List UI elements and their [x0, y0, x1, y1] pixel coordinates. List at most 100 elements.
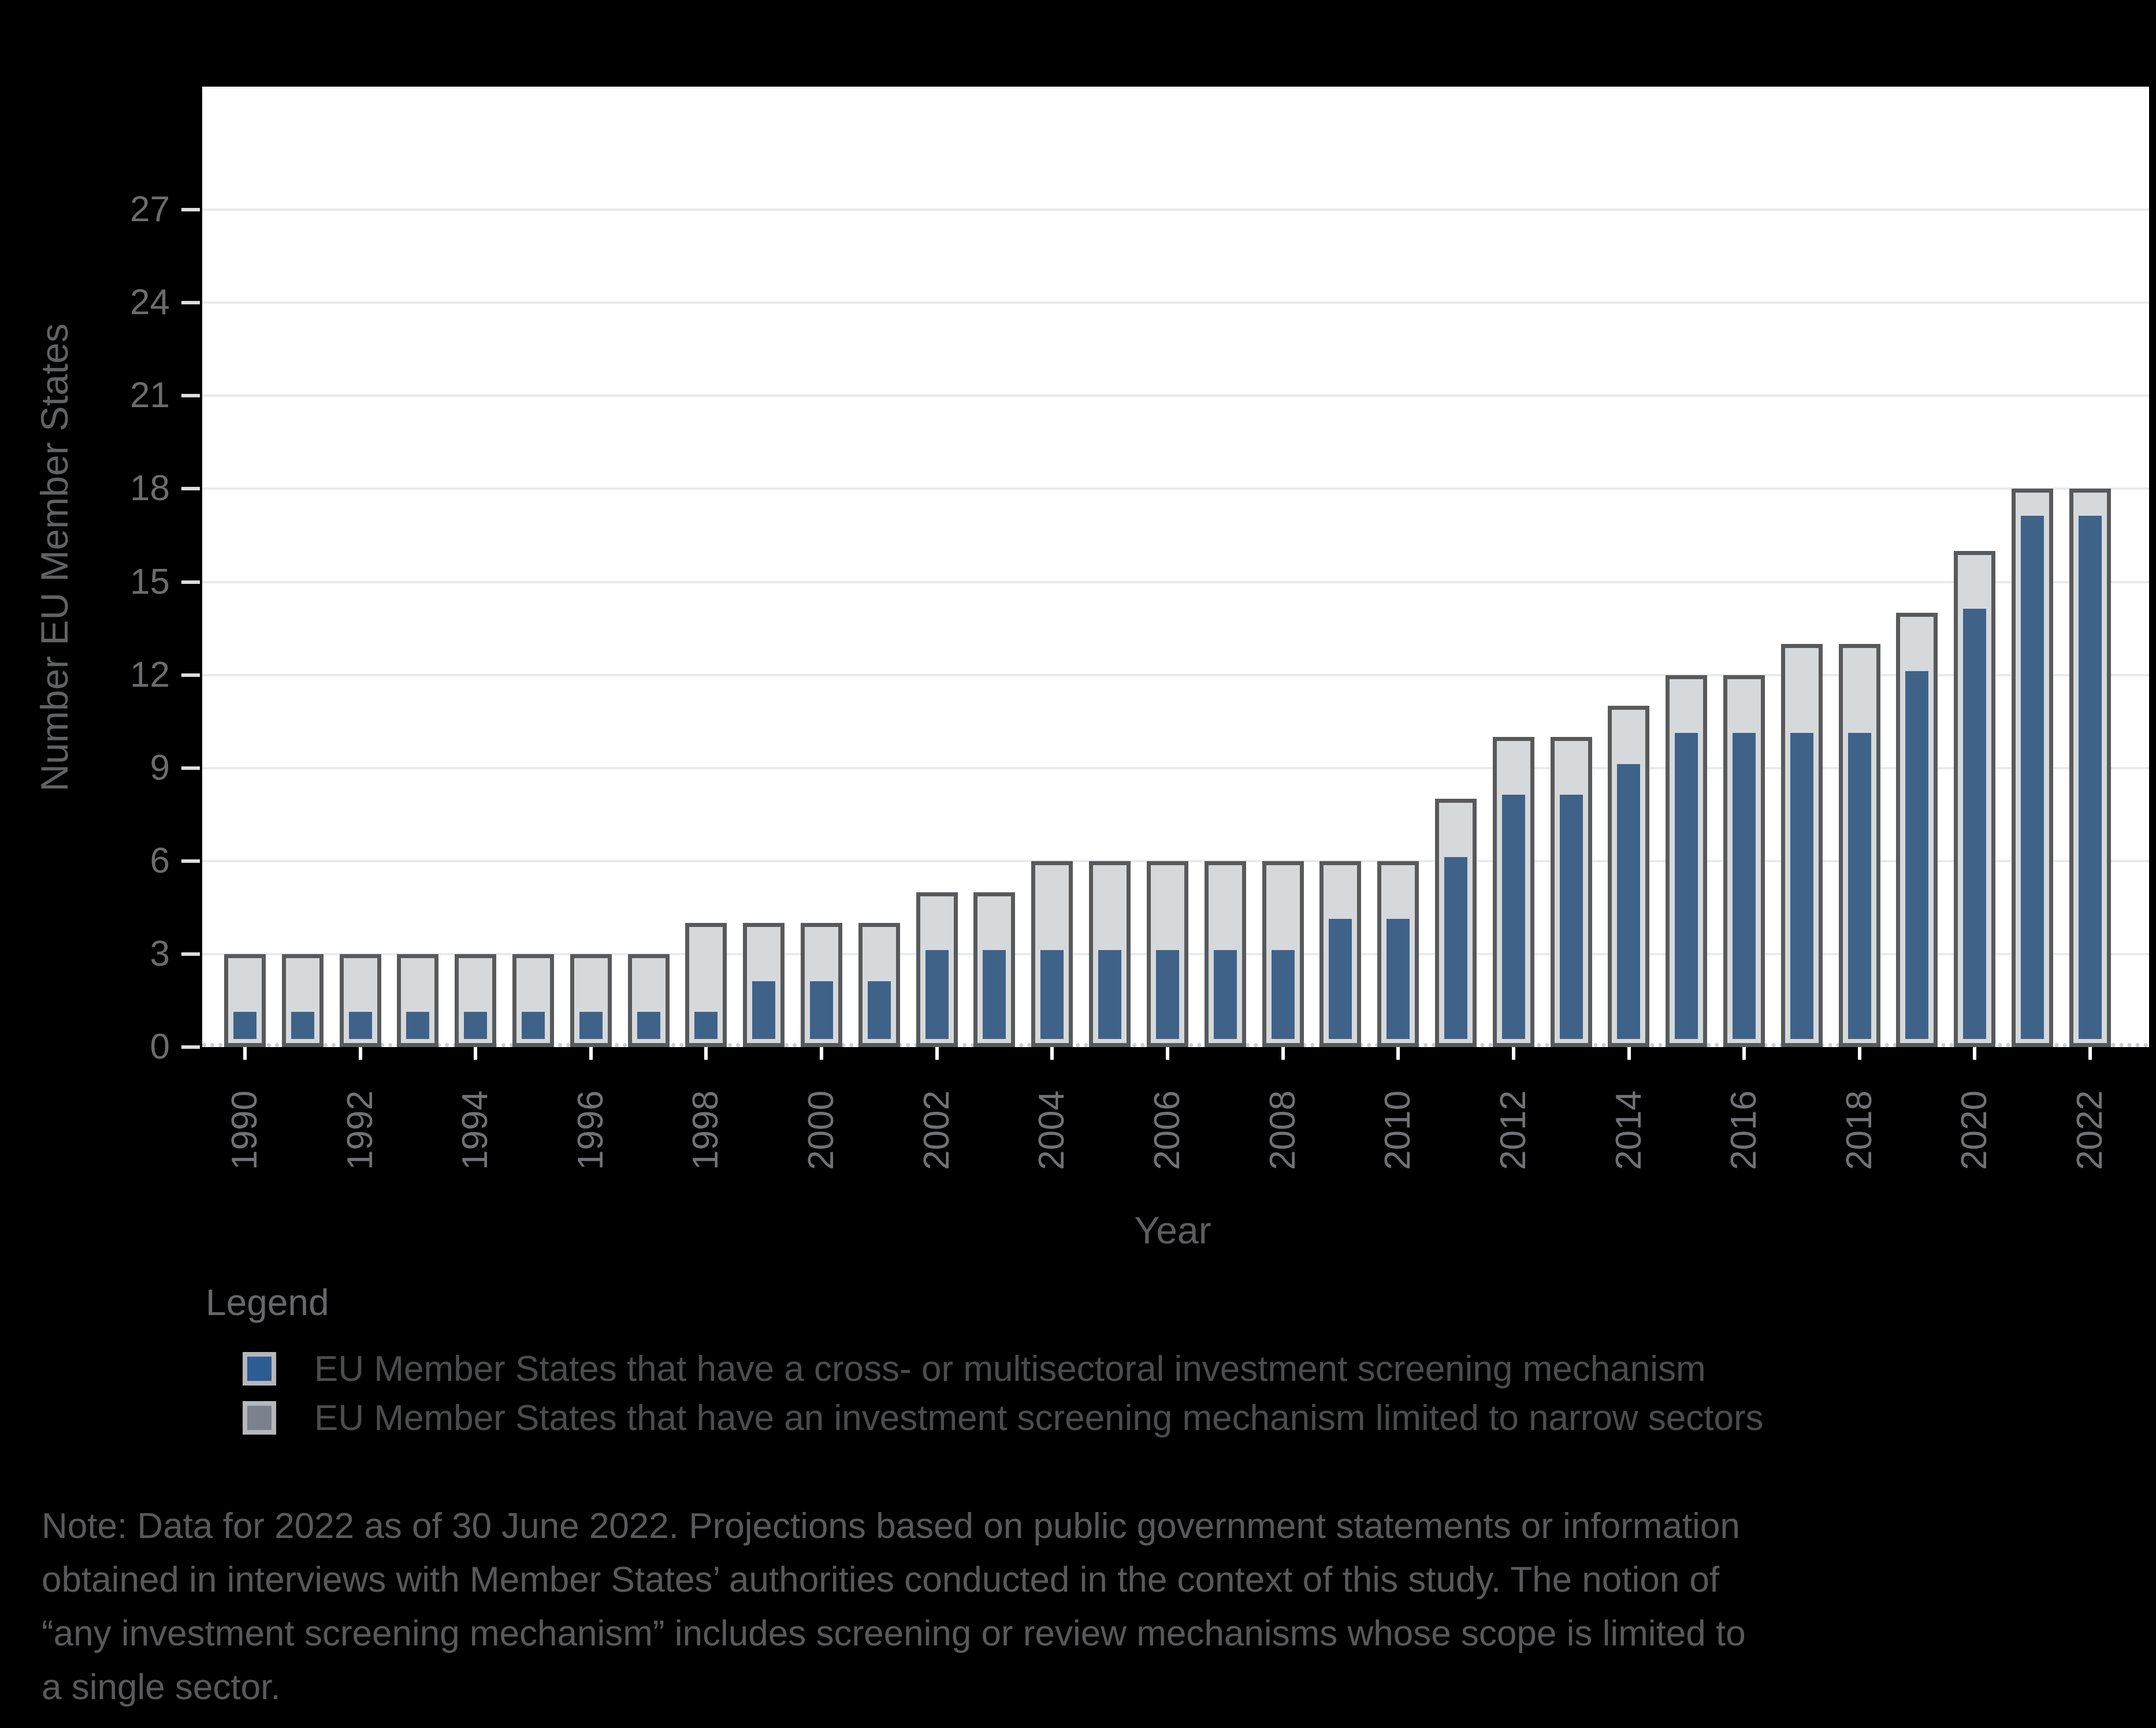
- x-tick-mark-2022: [2088, 1047, 2092, 1060]
- x-tick-mark-1996: [589, 1047, 593, 1060]
- bar-narrow-sector-2003: [973, 892, 1016, 1047]
- y-tick-label-24: 24: [130, 282, 170, 323]
- bar-cross-sectoral-2021: [2021, 516, 2045, 1039]
- legend-item: EU Member States that have a cross- or m…: [243, 1348, 1764, 1390]
- x-tick-label-text: 2010: [1378, 1090, 1418, 1170]
- bar-cross-sectoral-1999: [752, 981, 776, 1039]
- y-tick-label-15: 15: [130, 561, 170, 602]
- bar-group-2001: [850, 87, 908, 1047]
- y-tick-label-12: 12: [130, 654, 170, 695]
- legend: EU Member States that have a cross- or m…: [243, 1348, 1764, 1446]
- x-axis-title: Year: [1134, 1209, 1211, 1252]
- bar-cross-sectoral-2013: [1559, 795, 1583, 1039]
- bar-narrow-sector-2020: [1954, 550, 1996, 1047]
- bar-group-1992: [332, 87, 389, 1047]
- x-tick-label-2016: 2016: [1724, 1090, 1805, 1170]
- x-tick-label-text: 2014: [1608, 1090, 1649, 1170]
- bar-narrow-sector-2016: [1723, 675, 1765, 1047]
- bar-cross-sectoral-2008: [1271, 949, 1295, 1039]
- bar-group-2006: [1139, 87, 1196, 1047]
- note-text: Note: Data for 2022 as of 30 June 2022. …: [42, 1499, 2098, 1714]
- x-tick-label-2012: 2012: [1493, 1090, 1574, 1170]
- y-tick-mark-21: [181, 394, 200, 398]
- bar-cross-sectoral-2002: [925, 949, 949, 1039]
- bar-narrow-sector-2002: [916, 892, 958, 1047]
- y-tick-label-18: 18: [130, 468, 170, 509]
- x-tick-mark-2000: [820, 1047, 824, 1060]
- bar-cross-sectoral-1998: [694, 1012, 718, 1039]
- bar-group-2007: [1196, 87, 1254, 1047]
- bar-narrow-sector-1998: [685, 923, 727, 1047]
- y-tick-mark-6: [181, 859, 200, 863]
- x-tick-label-1998: 1998: [686, 1090, 767, 1170]
- bar-cross-sectoral-2003: [983, 949, 1006, 1039]
- bar-cross-sectoral-2014: [1617, 764, 1641, 1039]
- x-tick-label-text: 2000: [801, 1090, 842, 1170]
- bar-group-2018: [1831, 87, 1889, 1047]
- bar-narrow-sector-2014: [1608, 706, 1650, 1047]
- bar-narrow-sector-1996: [570, 954, 612, 1047]
- bar-narrow-sector-2015: [1666, 675, 1708, 1047]
- bar-group-1999: [735, 87, 793, 1047]
- bar-group-2002: [908, 87, 966, 1047]
- x-tick-label-2010: 2010: [1378, 1090, 1459, 1170]
- gridline-y-9: [202, 766, 2149, 769]
- bar-group-2014: [1600, 87, 1658, 1047]
- bar-group-2020: [1946, 87, 2003, 1047]
- bar-narrow-sector-2019: [1896, 613, 1938, 1047]
- bar-cross-sectoral-2007: [1213, 949, 1237, 1039]
- x-tick-mark-2014: [1627, 1047, 1631, 1060]
- gridline-y-24: [202, 301, 2149, 304]
- x-tick-mark-2004: [1050, 1047, 1054, 1060]
- bar-narrow-sector-2004: [1031, 861, 1073, 1047]
- y-tick-label-3: 3: [150, 933, 170, 974]
- bar-narrow-sector-1995: [512, 954, 554, 1047]
- bar-cross-sectoral-2019: [1905, 671, 1929, 1039]
- y-tick-mark-0: [181, 1045, 200, 1049]
- x-tick-label-2022: 2022: [2070, 1090, 2151, 1170]
- note-line: Note: Data for 2022 as of 30 June 2022. …: [42, 1506, 1740, 1546]
- bar-cross-sectoral-1992: [348, 1012, 372, 1039]
- legend-swatch-narrow-sector: [243, 1401, 276, 1435]
- bar-narrow-sector-1997: [627, 954, 670, 1047]
- x-tick-mark-1994: [474, 1047, 478, 1060]
- bar-group-1998: [678, 87, 735, 1047]
- legend-item-label: EU Member States that have a cross- or m…: [314, 1349, 1706, 1389]
- bar-group-1990: [216, 87, 274, 1047]
- bar-cross-sectoral-2006: [1155, 949, 1179, 1039]
- y-tick-label-9: 9: [150, 747, 170, 788]
- bar-group-2019: [1889, 87, 1946, 1047]
- x-tick-label-text: 1994: [455, 1090, 496, 1170]
- y-tick-label-6: 6: [150, 840, 170, 881]
- bar-cross-sectoral-2010: [1386, 919, 1410, 1039]
- bar-cross-sectoral-1997: [637, 1012, 660, 1039]
- legend-swatch-cross-sectoral: [243, 1352, 276, 1386]
- x-tick-label-text: 2016: [1724, 1090, 1764, 1170]
- y-tick-label-21: 21: [130, 375, 170, 416]
- x-tick-label-1990: 1990: [225, 1090, 306, 1170]
- bar-narrow-sector-1990: [224, 954, 266, 1047]
- x-tick-label-text: 2012: [1493, 1090, 1533, 1170]
- bar-cross-sectoral-2020: [1963, 609, 1987, 1039]
- y-tick-mark-12: [181, 673, 200, 677]
- bar-cross-sectoral-2004: [1040, 949, 1064, 1039]
- bar-narrow-sector-2013: [1550, 737, 1592, 1047]
- x-tick-label-text: 2008: [1262, 1090, 1303, 1170]
- bar-narrow-sector-1992: [339, 954, 381, 1047]
- x-tick-mark-2018: [1857, 1047, 1861, 1060]
- bar-cross-sectoral-1996: [579, 1012, 603, 1039]
- y-tick-mark-18: [181, 487, 200, 491]
- note-line: a single sector.: [42, 1667, 281, 1707]
- y-tick-mark-15: [181, 580, 200, 584]
- bar-cross-sectoral-2016: [1733, 733, 1756, 1039]
- bar-narrow-sector-2021: [2012, 489, 2054, 1047]
- bar-group-1994: [447, 87, 504, 1047]
- gridline-y-12: [202, 673, 2149, 676]
- x-tick-mark-2006: [1166, 1047, 1169, 1060]
- bar-group-2013: [1542, 87, 1600, 1047]
- x-tick-label-2004: 2004: [1032, 1090, 1113, 1170]
- bar-group-2004: [1023, 87, 1081, 1047]
- bar-narrow-sector-1993: [397, 954, 439, 1047]
- x-tick-label-text: 2004: [1032, 1090, 1072, 1170]
- x-tick-label-text: 1992: [340, 1090, 380, 1170]
